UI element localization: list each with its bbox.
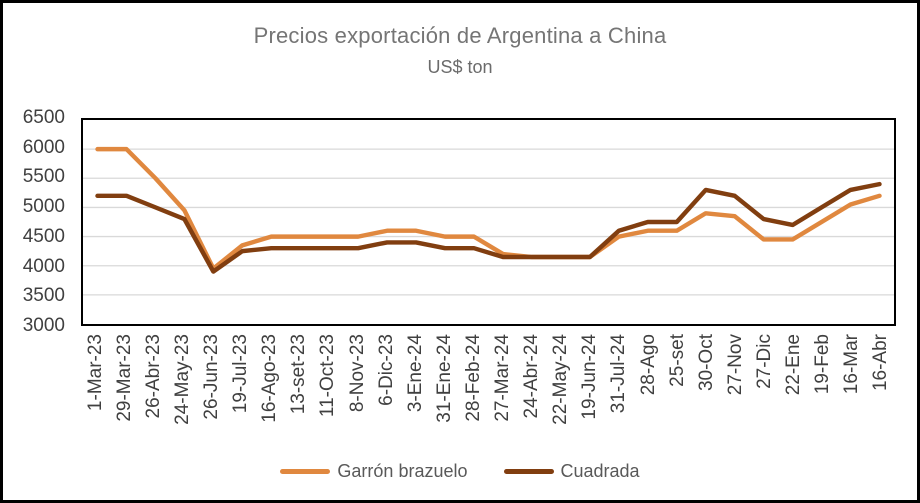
x-axis-label: 16-Ago-23 — [259, 334, 281, 423]
x-axis-label: 24-May-23 — [171, 334, 193, 425]
legend-item: Garrón brazuelo — [280, 461, 468, 482]
plot-area — [81, 118, 896, 326]
x-axis-label: 31-Ene-24 — [433, 334, 455, 423]
x-axis-label: 1-Mar-23 — [84, 334, 106, 412]
x-axis-label: 16-Abr — [870, 334, 892, 392]
x-axis-label: 22-May-24 — [550, 334, 572, 425]
series-line-cuadrada — [95, 181, 882, 274]
y-axis-label: 5000 — [22, 196, 65, 218]
x-axis-label: 3-Ene-24 — [404, 334, 426, 413]
x-axis-label: 24-Abr-24 — [521, 334, 543, 419]
x-axis-label: 6-Dic-23 — [375, 334, 397, 406]
x-axis-label: 30-Oct — [695, 334, 717, 392]
y-axis-label: 6000 — [22, 136, 65, 158]
y-axis-label: 3500 — [22, 285, 65, 307]
chart-title: Precios exportación de Argentina a China — [253, 23, 667, 48]
legend-label: Garrón brazuelo — [337, 461, 468, 481]
line-chart-svg — [83, 146, 894, 296]
legend-line-swatch — [503, 469, 554, 474]
x-axis-label: 19-Jun-24 — [579, 334, 601, 420]
x-axis-label: 8-Nov-23 — [346, 334, 368, 413]
x-axis-label: 26-Jun-23 — [200, 334, 222, 420]
y-axis-label: 6500 — [22, 107, 65, 128]
x-axis-label: 28-Ago — [637, 334, 659, 396]
x-axis-label: 19-Feb — [812, 334, 834, 395]
x-axis-label: 29-Mar-23 — [113, 334, 135, 422]
x-axis-label: 22-Ene — [783, 334, 805, 396]
x-axis-label: 28-Feb-24 — [462, 334, 484, 422]
chart-subtitle: US$ ton — [427, 57, 493, 77]
x-axis-label: 11-Oct-23 — [317, 334, 339, 418]
chart-legend: Garrón brazuelo Cuadrada — [3, 461, 917, 482]
y-axis-label: 5500 — [22, 166, 65, 188]
y-axis-label: 3000 — [22, 315, 65, 336]
x-axis-label: 16-Mar — [841, 334, 863, 395]
x-axis-label: 19-Jul-23 — [230, 334, 252, 414]
x-axis-label: 26-Abr-23 — [142, 334, 164, 419]
x-axis-label: 27-Dic — [754, 334, 776, 389]
x-axis-label: 13-set-23 — [288, 334, 310, 415]
x-axis-label: 27-Nov — [724, 334, 746, 396]
x-axis-label: 25-set — [666, 334, 688, 387]
legend-line-swatch — [280, 469, 331, 474]
x-axis-label: 27-Mar-24 — [492, 334, 514, 422]
legend-item: Cuadrada — [503, 461, 640, 482]
y-axis-label: 4000 — [22, 255, 65, 277]
legend-label: Cuadrada — [560, 461, 640, 481]
y-axis-label: 4500 — [22, 225, 65, 247]
series-line-garr-n-brazuelo — [95, 146, 882, 271]
x-axis-label: 31-Jul-24 — [608, 334, 630, 414]
